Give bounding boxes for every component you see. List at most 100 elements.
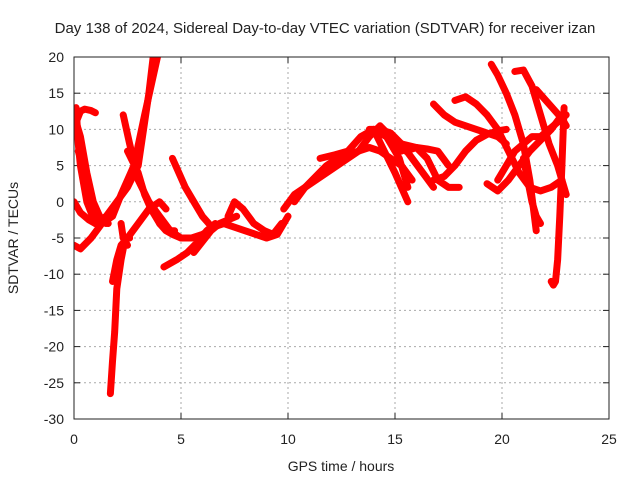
data-point [404,198,411,205]
y-tick-label: 10 [48,121,64,137]
data-point [539,93,546,100]
data-point [125,136,132,143]
data-series [74,57,570,398]
data-point [109,213,116,220]
data-point [133,165,140,172]
data-point [319,166,326,173]
data-point [417,166,424,173]
data-point [487,183,494,190]
data-point [327,152,334,159]
data-point [96,224,103,231]
data-point [103,220,110,227]
data-point [122,121,129,128]
data-point [152,63,159,70]
data-point [530,144,537,151]
data-point [454,158,461,165]
data-point [173,233,180,240]
data-point [494,177,501,184]
data-point [348,144,355,151]
data-point [457,120,464,127]
data-point [500,167,507,174]
tick-labels: 0 5 10 15 20 25 -30 -25 -20 -15 -10 -5 0 5 10 15 20 [44,49,617,447]
data-point [178,174,184,181]
data-point [93,208,100,215]
data-point [80,165,87,172]
data-point [553,273,560,280]
data-point [113,256,120,263]
data-point [360,146,367,153]
data-point [129,227,136,234]
data-point [177,254,184,261]
data-point [85,189,92,196]
data-point [489,119,496,126]
data-point [556,208,563,215]
data-point [233,213,240,220]
data-point [322,154,329,161]
data-point [396,155,403,162]
data-point [77,245,84,252]
data-point [80,242,87,249]
data-point [533,140,540,147]
data-point [330,165,337,172]
data-point [435,175,442,182]
data-point [430,168,437,175]
data-point [141,111,148,118]
data-point [381,148,388,155]
data-point [327,160,334,167]
data-point [473,126,480,133]
series-arc-09 [117,220,131,249]
data-point [540,121,547,128]
data-point [225,213,232,220]
data-point [408,146,415,153]
data-point [178,235,184,241]
data-point [242,209,249,216]
data-point [548,184,555,191]
data-point [74,242,77,249]
data-point [317,155,324,162]
chart-title: Day 138 of 2024, Sidereal Day-to-day VTE… [55,20,596,37]
data-point [115,251,122,258]
data-point [357,133,364,140]
x-tick-label: 0 [70,431,78,447]
data-point [533,227,540,234]
data-point [344,148,351,155]
data-point [484,111,491,118]
data-point [536,90,543,97]
y-tick-label: -15 [44,302,64,318]
data-point [400,169,407,176]
data-point [305,180,312,187]
data-point [437,151,444,158]
series-arc-33 [519,154,545,228]
data-point [499,135,505,142]
y-tick-label: 15 [48,85,64,101]
data-point [533,97,540,104]
data-point [516,126,523,133]
data-point [537,220,544,227]
data-point [490,64,497,71]
data-point [263,235,270,241]
y-tick-label: -5 [52,230,65,246]
data-point [81,213,88,220]
data-point [516,144,523,151]
data-point [494,126,501,133]
data-point [150,210,157,217]
data-point [484,130,491,137]
data-point [441,181,448,188]
data-point [418,145,425,152]
data-point [143,102,150,109]
data-point [148,82,155,89]
data-point [160,263,167,270]
data-point [496,130,503,137]
data-point [537,111,544,118]
data-point [112,262,119,269]
data-point [112,204,119,211]
data-point [489,131,496,138]
data-point [118,225,125,232]
data-point [462,122,469,129]
data-point [383,152,390,159]
data-point [180,251,187,258]
data-point [513,116,520,123]
data-point [143,209,150,216]
data-point [159,224,166,231]
